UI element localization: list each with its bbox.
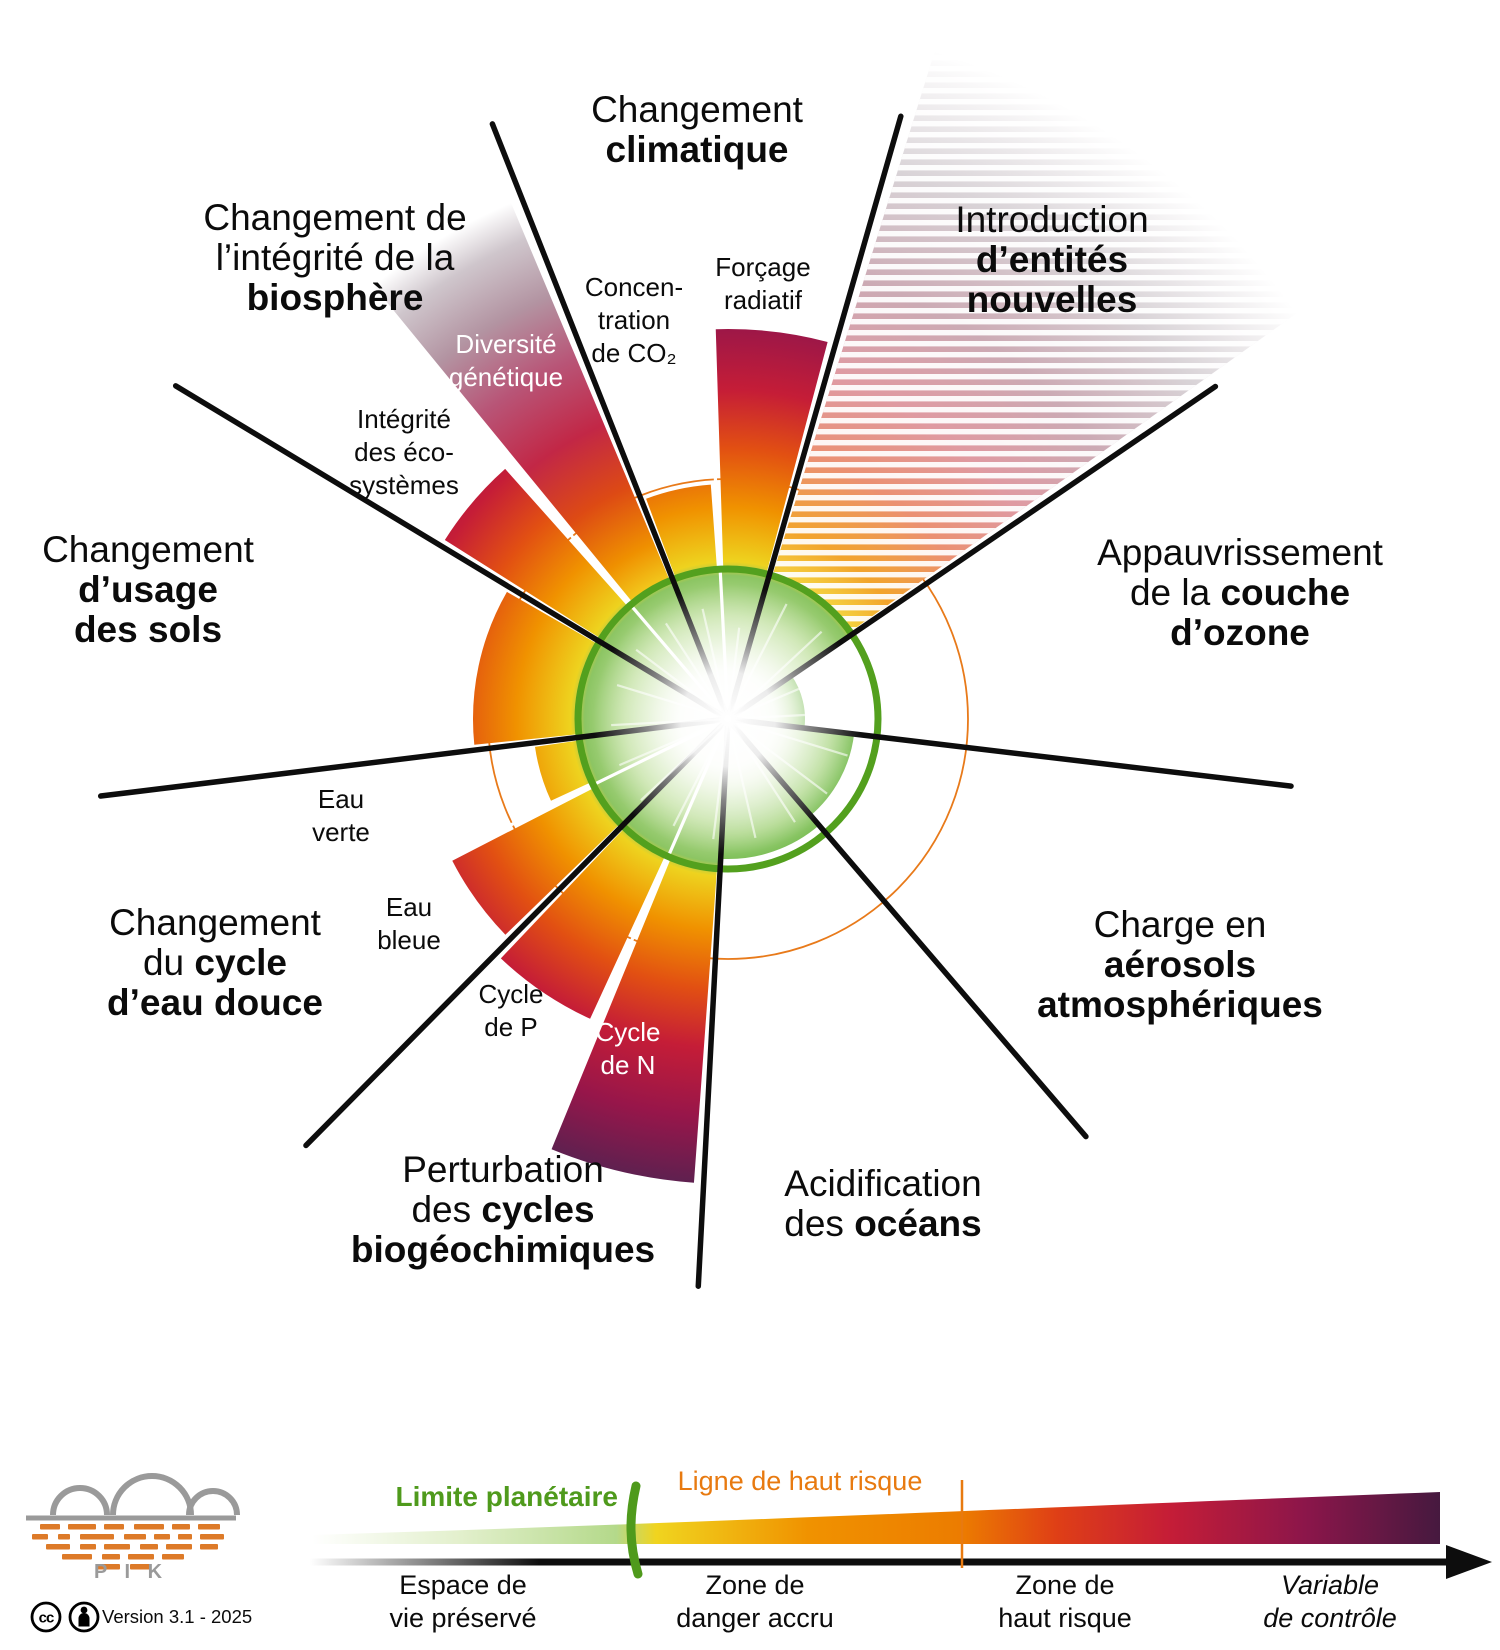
label-diversite-genetique: Diversité génétique	[449, 329, 563, 392]
pik-dome-2	[186, 1488, 240, 1516]
title-integrite-biosphere: Changement de l’intégrité de la biosphère	[203, 197, 466, 318]
pik-dash	[40, 1524, 60, 1530]
legend-risk-label: Ligne de haut risque	[678, 1466, 923, 1496]
wedge-diversite-genetique	[373, 202, 670, 603]
footer: P I K cc Version 3.1 - 2025	[26, 1473, 252, 1633]
label-eau-bleue: Eau bleue	[377, 892, 441, 955]
legend-arrow-head	[1446, 1545, 1492, 1579]
pik-dash	[172, 1524, 190, 1530]
cc-by-person-body	[78, 1613, 90, 1627]
pik-dash	[200, 1544, 218, 1550]
title-couche-ozone: Appauvrissement de la couche d’ozone	[1097, 532, 1384, 653]
pik-dash	[96, 1564, 120, 1570]
title-acidification-oceans: Acidification des océans	[784, 1163, 981, 1244]
wedge-eau-verte	[534, 740, 592, 801]
version-label: Version 3.1 - 2025	[102, 1606, 252, 1627]
legend-zone-1: Zone de danger accru	[676, 1570, 834, 1633]
pik-dash	[104, 1524, 124, 1530]
wedge-hatch-entites-nouvelles	[772, 0, 1347, 632]
legend: Limite planétaire Ligne de haut risque Esp…	[310, 1466, 1492, 1633]
planetary-boundary-ring	[574, 565, 882, 873]
label-cycle-phosphore: Cycle de P	[478, 979, 543, 1042]
pik-wordmark: P I K	[94, 1561, 168, 1583]
title-cycles-biogeochimiques: Perturbation des cycles biogéochimiques	[351, 1149, 655, 1270]
legend-zone-3: Variable de contrôle	[1263, 1570, 1397, 1633]
pik-dash	[32, 1534, 48, 1540]
pik-dash	[128, 1554, 154, 1560]
label-eau-verte: Eau verte	[312, 784, 370, 847]
legend-gradient-bar	[312, 1492, 1440, 1544]
title-changement-climatique: Changement climatique	[591, 89, 804, 170]
wedge-cycle-phosphore	[500, 827, 666, 1019]
wedge-eau-bleue	[452, 787, 621, 935]
pik-dash	[134, 1524, 164, 1530]
title-aerosols-atmospheriques: Charge en aérosols atmosphériques	[1037, 904, 1323, 1025]
pik-dash	[58, 1534, 70, 1540]
title-usage-des-sols: Changement d’usage des sols	[42, 529, 255, 650]
pik-dash	[46, 1544, 70, 1550]
cc-by-person-head	[80, 1606, 88, 1614]
pik-dash	[104, 1544, 130, 1550]
title-cycle-eau-douce: Changement du cycle d’eau douce	[107, 902, 323, 1023]
pik-dome-0	[50, 1485, 110, 1516]
cc-icon-text: cc	[39, 1610, 54, 1627]
legend-zone-0: Espace de vie préservé	[389, 1570, 536, 1633]
pik-dash	[62, 1554, 92, 1560]
pik-dash	[154, 1534, 170, 1540]
pik-dash	[80, 1534, 114, 1540]
wedge-cycle-azote	[551, 857, 718, 1183]
pik-dash	[166, 1544, 192, 1550]
pik-dash	[68, 1524, 96, 1530]
planetary-limit-tick	[626, 1481, 643, 1579]
pik-dash	[140, 1544, 158, 1550]
pik-dash	[162, 1554, 184, 1560]
pik-dash	[178, 1534, 192, 1540]
pik-dash	[200, 1534, 224, 1540]
center-flare	[593, 584, 863, 854]
wedge-integrite-ecosystemes	[444, 468, 629, 639]
label-forcage-radiatif: Forçage radiatif	[715, 252, 810, 315]
wedge-forcage-radiatif	[715, 329, 828, 574]
label-cycle-azote: Cycle de N	[595, 1017, 660, 1080]
cc-by-icon	[68, 1601, 100, 1633]
legend-zone-2: Zone de haut risque	[998, 1570, 1132, 1633]
pik-dash	[80, 1544, 96, 1550]
pik-dash	[198, 1524, 220, 1530]
flare-glow	[593, 584, 863, 854]
legend-limit-label: Limite planétaire	[395, 1481, 618, 1512]
pik-dash	[102, 1554, 120, 1560]
cc-icon	[30, 1601, 62, 1633]
pik-dash	[124, 1534, 146, 1540]
wedge-concentration-co2	[646, 484, 718, 579]
title-entites-nouvelles: Introduction d’entités nouvelles	[955, 199, 1148, 320]
pik-dome-1	[110, 1473, 194, 1516]
label-integrite-ecosystemes: Intégrité des éco-systèmes	[349, 404, 459, 500]
pik-dash	[130, 1564, 150, 1570]
label-concentration-co2: Concen-tration de CO₂	[585, 272, 683, 368]
wedge-usage-sols	[473, 591, 598, 745]
